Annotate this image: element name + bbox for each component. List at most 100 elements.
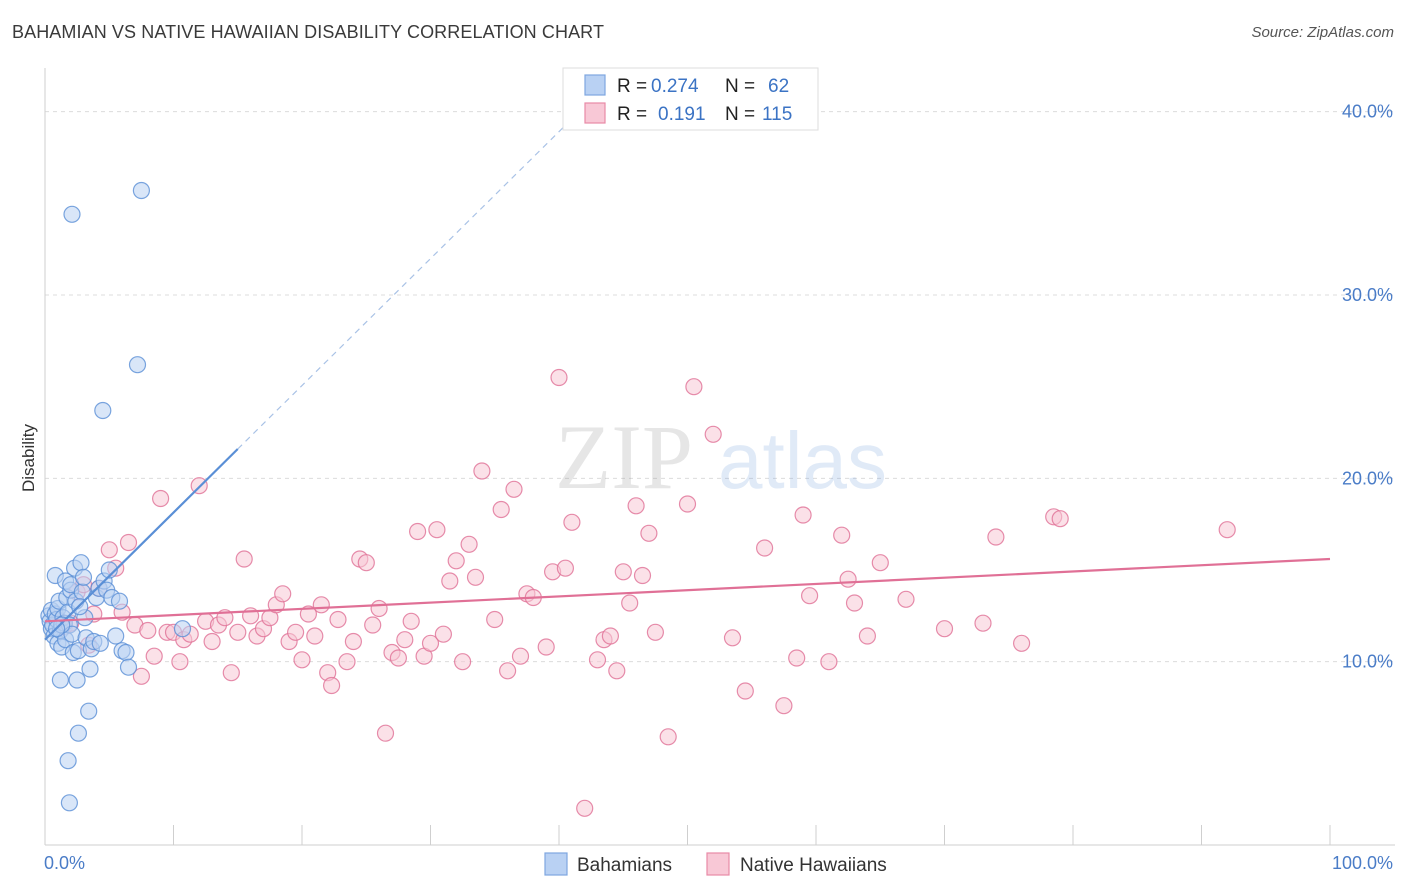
y-tick-label: 30.0% [1342, 285, 1393, 305]
data-point [128, 356, 147, 374]
data-point [293, 651, 311, 669]
legend-swatch-bahamians [544, 852, 568, 876]
data-point [736, 682, 754, 700]
data-point [428, 521, 446, 539]
source-label: Source: ZipAtlas.com [1251, 24, 1394, 41]
stats-swatch-native-hawaiians [584, 102, 606, 124]
data-point [723, 629, 742, 647]
data-point [203, 632, 221, 651]
data-point [171, 653, 189, 671]
data-point [499, 662, 517, 680]
data-point [987, 528, 1005, 546]
data-point [74, 568, 93, 586]
data-point [640, 524, 658, 542]
data-point [659, 728, 677, 746]
stats-r-label-native-hawaiians: R = [617, 104, 647, 125]
data-point [511, 647, 530, 665]
data-point [492, 500, 510, 519]
data-point [396, 631, 414, 649]
data-point [588, 651, 607, 669]
stats-n-label-bahamians: N = [725, 76, 755, 97]
data-point [389, 649, 407, 667]
data-point [678, 495, 697, 513]
data-point [434, 625, 452, 643]
data-point [421, 634, 440, 652]
data-point [897, 590, 915, 608]
data-point [329, 610, 347, 629]
data-point [370, 599, 388, 618]
data-point [537, 638, 555, 656]
data-point [454, 653, 472, 671]
axes [44, 68, 1395, 846]
data-point [222, 664, 240, 682]
data-point [100, 541, 118, 559]
data-point [94, 401, 112, 420]
data-point [139, 621, 157, 640]
grid-lines [45, 111, 1395, 663]
data-point [60, 794, 79, 812]
data-point [505, 480, 523, 498]
data-point [576, 799, 594, 817]
stats-r-label-bahamians: R = [617, 76, 647, 97]
data-point [473, 462, 491, 480]
data-point [287, 623, 305, 641]
data-point [614, 563, 632, 581]
data-point [755, 539, 774, 557]
data-point [646, 623, 665, 641]
data-point [63, 205, 81, 223]
data-point [110, 592, 129, 610]
x-tick-label: 100.0% [1332, 853, 1393, 873]
data-point [344, 632, 362, 651]
data-point [91, 634, 109, 652]
data-point [621, 594, 639, 612]
data-point [486, 610, 504, 629]
data-point [839, 570, 857, 588]
data-point [1012, 634, 1031, 652]
stats-r-value-native-hawaiians: 0.191 [658, 104, 706, 125]
data-point [59, 752, 77, 770]
data-point [312, 596, 330, 614]
data-point [72, 554, 90, 572]
stats-n-value-bahamians: 62 [768, 76, 789, 97]
watermark-atlas: atlas [718, 416, 887, 505]
y-tick-label: 20.0% [1342, 468, 1393, 488]
data-point [556, 559, 575, 577]
data-point [68, 671, 86, 689]
watermark-zip: ZIP [555, 406, 693, 508]
data-point [402, 612, 420, 630]
data-point [833, 526, 851, 544]
data-point [119, 533, 138, 552]
data-point [132, 181, 150, 200]
data-point [100, 561, 118, 579]
data-point [1218, 521, 1236, 539]
trend-line [44, 448, 239, 641]
data-point [563, 513, 581, 531]
data-point [820, 653, 838, 671]
legend-swatch-native-hawaiians [706, 852, 730, 876]
data-point [608, 662, 626, 680]
x-tick-label: 0.0% [44, 853, 85, 873]
y-tick-label: 10.0% [1342, 652, 1393, 672]
y-axis-label: Disability [19, 423, 38, 492]
data-point [935, 620, 954, 638]
stats-swatch-bahamians [584, 74, 606, 96]
data-point [145, 647, 163, 665]
data-point [601, 627, 620, 645]
data-point [173, 620, 192, 638]
trend-line-extension [237, 118, 573, 450]
trend-lines [44, 118, 1331, 641]
data-point [871, 554, 889, 572]
data-point [460, 535, 478, 553]
data-point [229, 623, 247, 641]
data-point [447, 552, 465, 570]
data-point [845, 594, 864, 612]
data-point [119, 658, 138, 676]
data-point [409, 522, 427, 541]
data-point [299, 605, 317, 623]
data-point [627, 497, 645, 515]
data-point [974, 614, 992, 632]
data-point [152, 489, 170, 508]
data-point [685, 378, 703, 396]
data-point [357, 554, 375, 572]
